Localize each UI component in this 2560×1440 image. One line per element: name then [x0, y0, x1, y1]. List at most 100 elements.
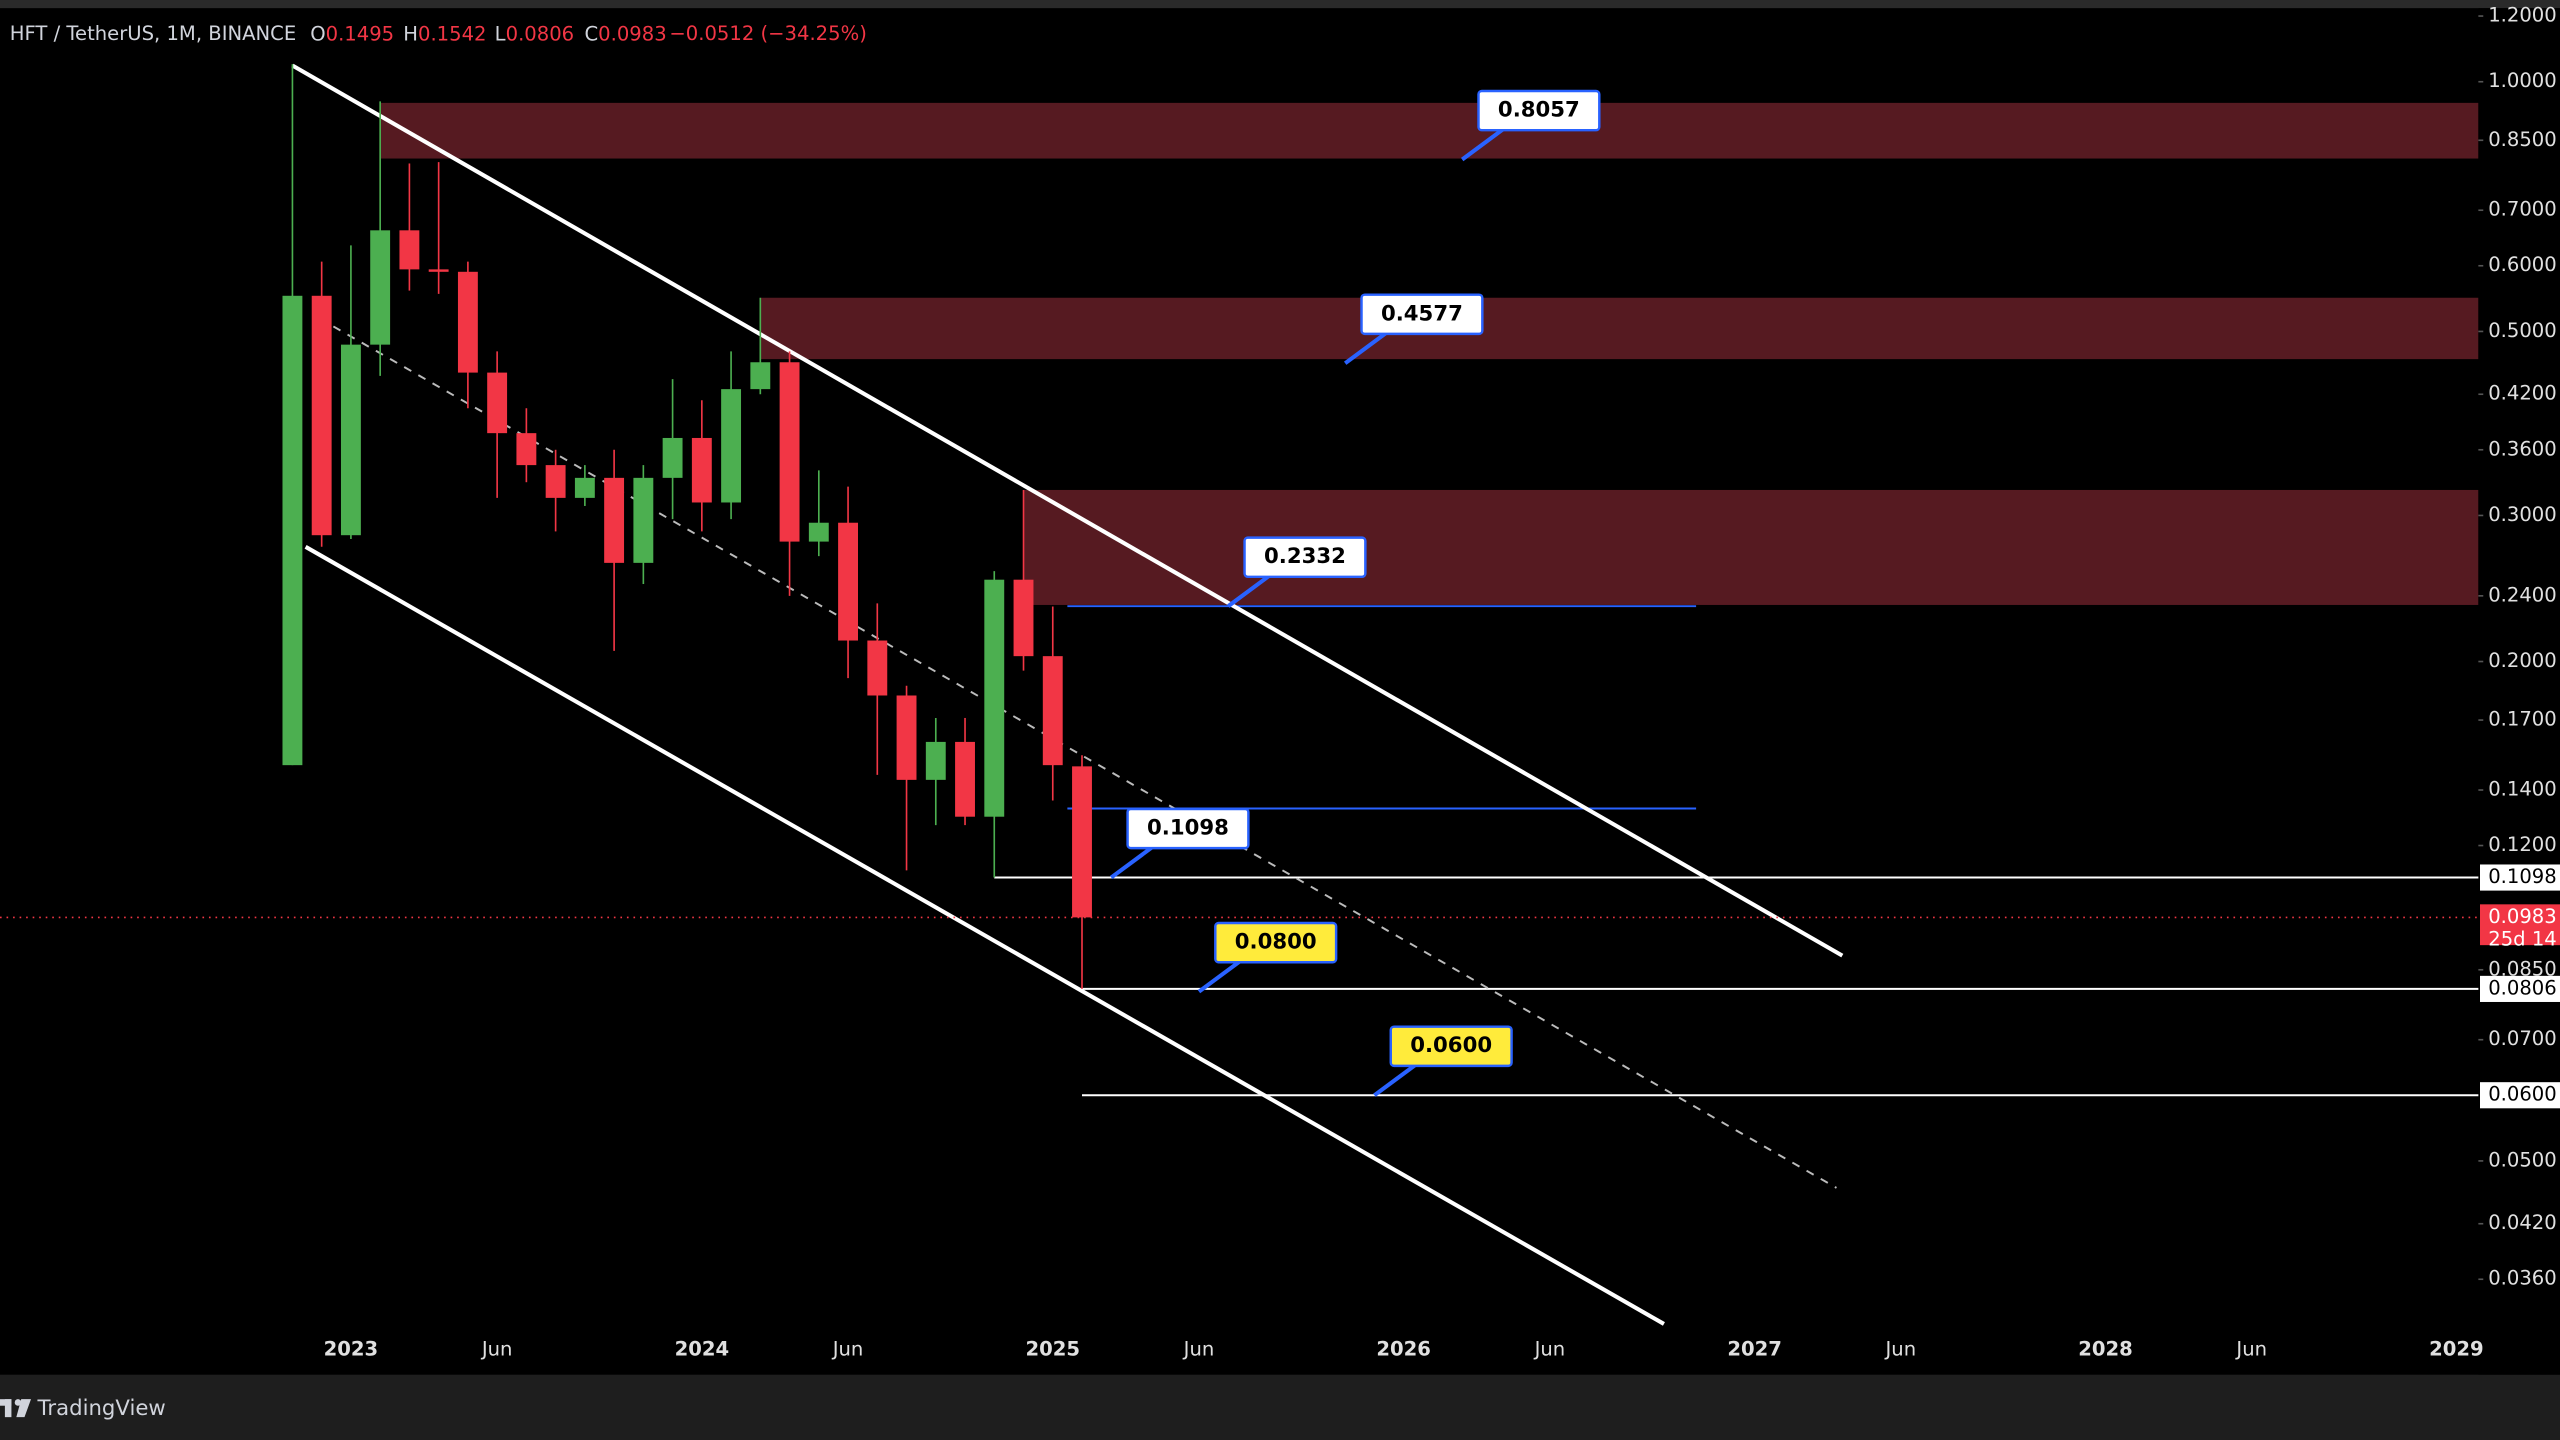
price-axis — [2478, 8, 2560, 1375]
logo-part — [16, 1399, 32, 1418]
callout-label: 0.1098 — [1147, 816, 1229, 841]
candle-body — [282, 295, 303, 766]
change: −0.0512 (−34.25%) — [669, 22, 866, 45]
candle-body — [574, 477, 595, 498]
candle-body — [691, 437, 712, 503]
callout-pointer — [1343, 328, 1391, 365]
candle-body — [457, 271, 478, 373]
logo — [0, 1399, 32, 1418]
callout-pointer — [1227, 571, 1274, 608]
candle-body — [779, 362, 800, 542]
callout-box — [1389, 1025, 1513, 1068]
candle-body — [1072, 766, 1092, 918]
logo-part — [4, 1399, 12, 1418]
candle-body — [896, 695, 917, 780]
x-tick-label: Jun — [1884, 1338, 1917, 1361]
candle-body — [925, 741, 946, 780]
y-tick-label: 0.3000 — [2488, 503, 2557, 526]
footer-brand: TradingView — [37, 1396, 166, 1421]
price-label: 0.0600 — [2488, 1083, 2557, 1106]
y-tick-label: 0.1400 — [2488, 778, 2557, 801]
y-tick-label: 0.0420 — [2488, 1211, 2557, 1234]
x-tick-label: 2024 — [675, 1338, 730, 1361]
y-tick-label: 0.4200 — [2488, 382, 2557, 405]
callout-pointer — [1110, 843, 1157, 880]
candle-body — [662, 437, 683, 478]
callout-box — [1477, 89, 1601, 132]
x-tick-label: Jun — [1533, 1338, 1566, 1361]
candle-body — [516, 433, 537, 466]
callout-label: 0.2332 — [1264, 544, 1346, 569]
x-tick-label: Jun — [1182, 1338, 1215, 1361]
countdown: 25d 14 — [2488, 928, 2556, 951]
y-tick-label: 0.8500 — [2488, 128, 2557, 151]
callout-box — [1214, 921, 1338, 964]
x-tick-label: 2023 — [324, 1338, 379, 1361]
callout-pointer — [1460, 125, 1508, 162]
price-label: 0.1098 — [2488, 865, 2557, 888]
candle-body — [370, 230, 391, 345]
symbol: HFT / TetherUS, 1M, BINANCE — [10, 22, 296, 45]
trendline — [291, 63, 1844, 958]
x-tick-label: 2027 — [1727, 1338, 1782, 1361]
top-bar — [0, 0, 2560, 9]
candle-body — [750, 362, 771, 390]
candle-body — [808, 522, 829, 542]
ohlc-key: C — [584, 22, 598, 45]
x-tick-label: Jun — [2234, 1338, 2267, 1361]
price-label-box — [2480, 864, 2560, 891]
ohlc-key: O — [310, 22, 325, 45]
y-tick-label: 0.2000 — [2488, 649, 2557, 672]
candle-body — [955, 741, 975, 817]
y-tick-label: 0.6000 — [2488, 253, 2557, 276]
candle-body — [1042, 656, 1063, 766]
callout-label: 0.0600 — [1410, 1033, 1492, 1058]
candle-body — [1013, 579, 1034, 657]
y-tick-label: 0.0500 — [2488, 1148, 2557, 1171]
y-tick-label: 0.1700 — [2488, 708, 2557, 731]
x-tick-label: 2025 — [1026, 1338, 1081, 1361]
candle-body — [984, 579, 1005, 817]
trendline — [332, 325, 1837, 1189]
candle-body — [428, 269, 449, 272]
price-label-box — [2480, 975, 2560, 1002]
ohlc-key: L — [495, 22, 506, 45]
ohlc-field: H0.1542 — [403, 22, 486, 45]
y-tick-label: 1.2000 — [2488, 4, 2557, 27]
candle-body — [633, 477, 654, 563]
callout-label: 0.8057 — [1498, 98, 1580, 123]
x-tick-label: 2028 — [2078, 1338, 2132, 1361]
y-tick-label: 0.7000 — [2488, 198, 2557, 221]
y-tick-label: 0.0360 — [2488, 1267, 2557, 1290]
ohlc-field: L0.0806 — [495, 22, 574, 45]
y-tick-label: 0.2400 — [2488, 583, 2557, 606]
y-tick-label: 0.0700 — [2488, 1027, 2557, 1050]
callout-pointer — [1373, 1060, 1420, 1097]
callout-box — [1126, 807, 1250, 850]
candle-body — [340, 344, 361, 536]
x-tick-label: Jun — [480, 1338, 513, 1361]
candle-body — [487, 372, 508, 434]
x-tick-label: Jun — [831, 1338, 864, 1361]
callout-box — [1360, 293, 1484, 336]
candle-body — [399, 230, 420, 270]
callout-label: 0.0800 — [1235, 930, 1317, 955]
x-tick-label: 2026 — [1376, 1338, 1430, 1361]
candle-body — [867, 640, 888, 696]
price-label-box — [2480, 1082, 2560, 1109]
y-tick-label: 0.3600 — [2488, 437, 2557, 460]
callout-pointer — [1197, 957, 1245, 994]
ohlc-value: 0.1495 — [326, 22, 395, 45]
resistance-zone — [1023, 489, 2479, 605]
resistance-zone — [380, 102, 2479, 159]
candle-body — [311, 295, 332, 536]
ohlc-key: H — [403, 22, 418, 45]
current-price-box — [2480, 904, 2560, 946]
ohlc-value: 0.0983 — [598, 22, 667, 45]
candle-body — [721, 389, 742, 503]
y-tick-label: 0.1200 — [2488, 833, 2557, 856]
candle-body — [604, 477, 625, 563]
